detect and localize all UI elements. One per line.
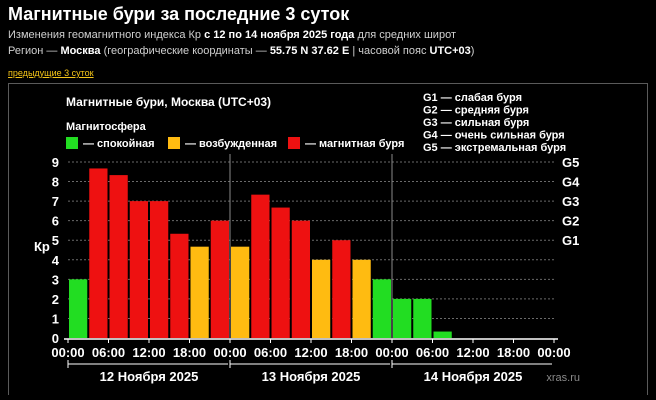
y-tick-label-8: 8 — [52, 175, 59, 190]
region-timezone: UTC+03 — [429, 45, 471, 57]
chart-frame — [8, 83, 648, 395]
x-tick-label-1: 06:00 — [92, 345, 125, 360]
grid — [68, 154, 554, 338]
x-tick-label-5: 06:00 — [254, 345, 287, 360]
legend-swatch-0 — [66, 137, 78, 149]
g-level-label-0: G1 — [562, 233, 579, 248]
bar-6 — [190, 246, 209, 338]
subtitle-period-suffix: для средних широт — [354, 29, 456, 41]
bar-18 — [433, 331, 452, 338]
day-label-1: 13 Ноября 2025 — [262, 369, 361, 384]
subtitle-region-prefix: Регион — — [8, 45, 61, 57]
bar-7 — [210, 220, 229, 338]
x-tick-label-11: 18:00 — [497, 345, 530, 360]
storm-legend-item-1: G2 — средняя буря — [423, 105, 529, 117]
subtitle-region-mid2: | часовой пояс — [349, 45, 430, 57]
legend-label-2: — магнитная буря — [305, 138, 404, 150]
region-coordinates: 55.75 N 37.62 E — [269, 45, 350, 57]
magnetosphere-legend: — спокойная — возбужденная — магнитная бур… — [66, 137, 404, 150]
x-tick-label-2: 12:00 — [132, 345, 165, 360]
y-tick-label-3: 3 — [52, 272, 59, 287]
bar-11 — [291, 220, 310, 338]
g-level-label-2: G3 — [562, 194, 579, 209]
region-name: Москва — [60, 45, 101, 57]
previous-3-days-link[interactable]: предыдущие 3 суток — [8, 68, 94, 78]
subtitle-region: Регион — Москва (географические координа… — [8, 45, 474, 57]
bar-15 — [372, 279, 391, 338]
watermark: xras.ru — [546, 372, 580, 384]
y-tick-label-4: 4 — [52, 253, 60, 268]
subtitle-region-end: ) — [470, 45, 475, 57]
bar-10 — [271, 207, 290, 338]
y-tick-label-5: 5 — [52, 233, 59, 248]
x-tick-label-6: 12:00 — [294, 345, 327, 360]
x-tick-label-12: 00:00 — [537, 345, 570, 360]
axes: 0 1 2 3 4 5 6 7 8 9 G1 G2 G3 G4 G5 00:00 06:00 12:00 18:00… — [51, 155, 580, 384]
y-tick-label-1: 1 — [52, 311, 59, 326]
bar-9 — [251, 194, 270, 338]
storm-legend-item-0: G1 — слабая буря — [423, 92, 522, 104]
x-tick-label-8: 00:00 — [375, 345, 408, 360]
legend-swatch-2 — [288, 137, 300, 149]
bar-12 — [312, 259, 331, 338]
storm-legend-item-4: G5 — экстремальная буря — [423, 142, 566, 154]
day-label-0: 12 Ноября 2025 — [100, 369, 199, 384]
x-tick-label-9: 06:00 — [416, 345, 449, 360]
bar-3 — [129, 201, 148, 338]
bar-2 — [109, 175, 128, 338]
y-tick-label-0: 0 — [52, 331, 59, 346]
bar-17 — [413, 298, 432, 338]
x-tick-label-0: 00:00 — [51, 345, 84, 360]
bar-16 — [393, 298, 412, 338]
bars — [69, 168, 452, 338]
chart-title: Магнитные бури, Москва (UTC+03) — [66, 95, 271, 109]
y-tick-label-2: 2 — [52, 292, 59, 307]
g-level-label-1: G2 — [562, 214, 579, 229]
subtitle-period-dates: с 12 по 14 ноября 2025 года — [204, 29, 355, 41]
legend-swatch-1 — [168, 137, 180, 149]
bar-4 — [150, 201, 169, 338]
legend-title: Магнитосфера — [66, 121, 147, 133]
subtitle-period: Изменения геомагнитного индекса Кр с 12 … — [8, 29, 456, 41]
page-title: Магнитные бури за последние 3 суток — [8, 4, 350, 24]
legend-label-1: — возбужденная — [185, 138, 277, 150]
y-tick-label-6: 6 — [52, 214, 59, 229]
y-tick-label-9: 9 — [52, 155, 59, 170]
y-axis-label: Кр — [34, 239, 50, 254]
bar-1 — [89, 168, 108, 338]
bar-13 — [332, 240, 351, 338]
bar-8 — [231, 246, 250, 338]
subtitle-region-mid: (географические координаты — — [100, 45, 270, 57]
x-tick-label-4: 00:00 — [213, 345, 246, 360]
legend-label-0: — спокойная — [83, 138, 155, 150]
bar-14 — [352, 259, 371, 338]
x-tick-label-3: 18:00 — [173, 345, 206, 360]
storm-legend-item-3: G4 — очень сильная буря — [423, 130, 565, 142]
bar-5 — [170, 233, 189, 338]
bar-0 — [69, 279, 88, 338]
subtitle-period-prefix: Изменения геомагнитного индекса Кр — [8, 29, 205, 41]
x-tick-label-10: 12:00 — [456, 345, 489, 360]
x-tick-label-7: 18:00 — [335, 345, 368, 360]
day-label-2: 14 Ноября 2025 — [424, 369, 523, 384]
g-level-label-4: G5 — [562, 155, 579, 170]
storm-legend-item-2: G3 — сильная буря — [423, 117, 529, 129]
g-level-label-3: G4 — [562, 175, 580, 190]
y-tick-label-7: 7 — [52, 194, 59, 209]
